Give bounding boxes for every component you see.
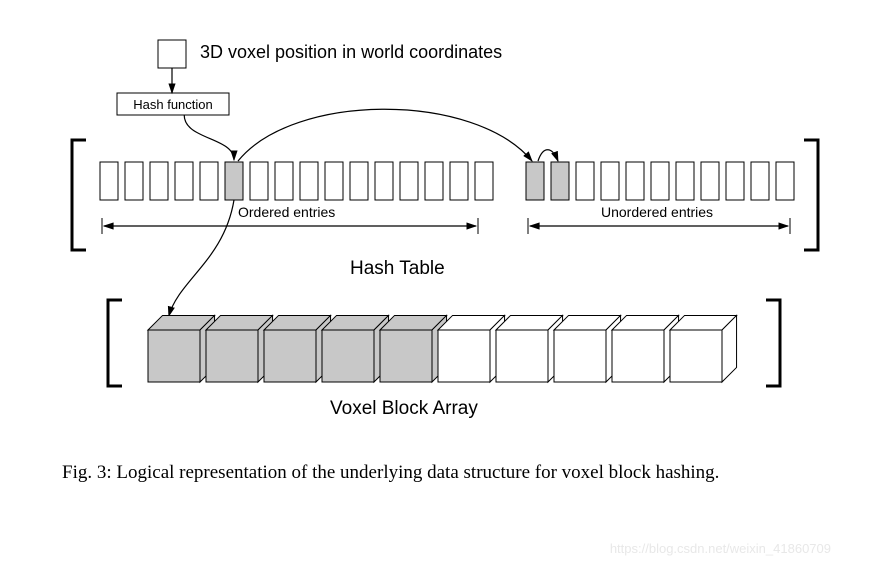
hash-cell (776, 162, 794, 200)
voxel-cube-empty (438, 330, 490, 382)
hash-cell-filled (551, 162, 569, 200)
bracket-hash-left (72, 140, 86, 250)
hash-cell (751, 162, 769, 200)
bracket-hash-right (804, 140, 818, 250)
arrow-to-voxel-array (169, 200, 234, 316)
hash-cell (450, 162, 468, 200)
hash-cell (175, 162, 193, 200)
hash-cell (275, 162, 293, 200)
hash-cell-filled (225, 162, 243, 200)
voxel-array-label: Voxel Block Array (330, 398, 478, 420)
title-text: 3D voxel position in world coordinates (200, 42, 502, 63)
hash-cell (425, 162, 443, 200)
diagram-svg (0, 0, 871, 574)
voxel-cube-filled (380, 330, 432, 382)
hash-table-label: Hash Table (350, 258, 445, 280)
voxel-cube-filled (322, 330, 374, 382)
hash-cell (325, 162, 343, 200)
hash-cell (200, 162, 218, 200)
ordered-label: Ordered entries (234, 204, 339, 220)
hash-cell (125, 162, 143, 200)
hash-cell (726, 162, 744, 200)
figure-caption: Fig. 3: Logical representation of the un… (62, 460, 812, 486)
bracket-voxel-right (766, 300, 780, 386)
arrow-hashfn-to-ordered (184, 115, 234, 160)
hash-cell (475, 162, 493, 200)
voxel-cube-empty (670, 330, 722, 382)
bracket-voxel-left (108, 300, 122, 386)
arrow-unordered-hop (538, 150, 558, 161)
voxel-cube-empty (612, 330, 664, 382)
hash-cell (100, 162, 118, 200)
hash-cell (300, 162, 318, 200)
hash-cell (651, 162, 669, 200)
voxel-cube-filled (148, 330, 200, 382)
voxel-cube-filled (264, 330, 316, 382)
hash-cell (375, 162, 393, 200)
unordered-label: Unordered entries (597, 204, 717, 220)
hash-cell (626, 162, 644, 200)
hash-cell (601, 162, 619, 200)
voxel-position-box (158, 40, 186, 68)
hash-cell (701, 162, 719, 200)
voxel-cube-filled (206, 330, 258, 382)
arrow-ordered-to-unordered (238, 109, 532, 161)
hash-cell (576, 162, 594, 200)
hash-cell-filled (526, 162, 544, 200)
watermark-text: https://blog.csdn.net/weixin_41860709 (610, 541, 831, 556)
voxel-cube-empty (496, 330, 548, 382)
voxel-cube-empty (554, 330, 606, 382)
hash-cell (400, 162, 418, 200)
hash-cell (676, 162, 694, 200)
hash-cell (150, 162, 168, 200)
hash-cell (250, 162, 268, 200)
hash-function-label: Hash function (117, 93, 229, 115)
hash-cell (350, 162, 368, 200)
